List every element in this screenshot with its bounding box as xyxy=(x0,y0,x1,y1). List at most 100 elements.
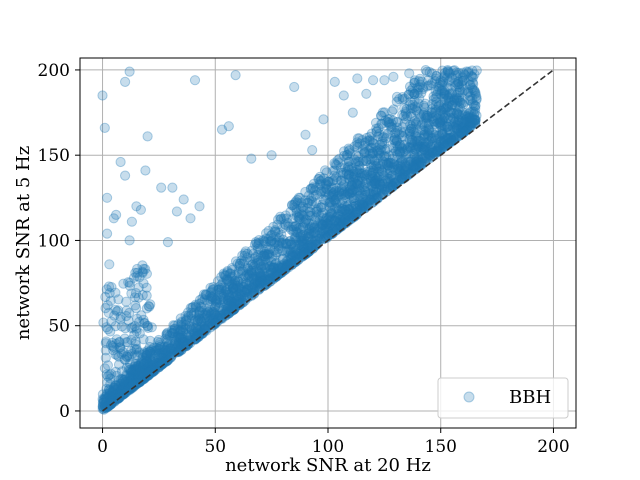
data-point xyxy=(386,121,397,132)
data-point xyxy=(356,202,367,213)
data-point xyxy=(318,173,329,184)
data-point xyxy=(112,350,123,361)
data-point xyxy=(409,161,420,172)
data-point xyxy=(442,102,454,113)
data-point xyxy=(428,91,439,102)
data-point xyxy=(452,97,463,108)
data-point xyxy=(449,65,460,76)
data-point xyxy=(97,90,108,101)
data-point xyxy=(189,75,201,86)
data-point xyxy=(195,323,206,334)
data-point xyxy=(439,87,450,99)
data-point xyxy=(429,107,441,118)
data-point xyxy=(279,258,290,269)
data-point xyxy=(130,368,141,379)
data-point xyxy=(470,100,481,111)
data-point xyxy=(234,258,246,269)
data-point xyxy=(286,252,297,263)
data-point xyxy=(266,229,278,240)
data-point xyxy=(469,118,480,129)
data-point xyxy=(241,284,252,295)
data-point xyxy=(222,295,234,306)
x-tick-label: 50 xyxy=(204,437,226,457)
data-point xyxy=(211,293,223,304)
data-point xyxy=(233,294,244,305)
data-point xyxy=(304,223,315,234)
data-point xyxy=(428,147,439,158)
data-point xyxy=(317,220,328,231)
data-point xyxy=(368,148,379,159)
y-tick-label: 50 xyxy=(48,317,70,337)
data-point xyxy=(117,385,128,396)
data-point xyxy=(265,230,277,241)
data-point xyxy=(379,75,390,86)
data-point xyxy=(420,98,431,109)
data-point xyxy=(297,231,308,242)
data-point xyxy=(423,75,434,86)
data-point xyxy=(219,283,230,294)
data-point xyxy=(156,359,167,370)
data-point xyxy=(374,179,385,190)
data-point xyxy=(326,208,337,219)
data-point xyxy=(234,300,245,311)
data-point xyxy=(457,87,468,98)
data-point xyxy=(427,111,438,122)
data-point xyxy=(214,297,225,308)
data-point xyxy=(334,206,345,217)
data-point xyxy=(255,276,266,287)
data-point xyxy=(107,386,118,397)
data-point xyxy=(381,116,393,127)
data-point xyxy=(356,172,367,183)
data-point xyxy=(241,285,252,296)
data-point xyxy=(150,346,161,358)
data-point xyxy=(303,228,315,239)
data-point xyxy=(397,169,408,180)
data-point xyxy=(410,133,421,144)
data-point xyxy=(242,262,253,274)
data-point xyxy=(126,216,137,227)
data-point xyxy=(404,68,415,79)
data-point xyxy=(131,323,142,334)
data-point xyxy=(175,325,186,336)
data-point xyxy=(184,334,195,345)
data-point xyxy=(189,334,200,345)
data-point xyxy=(316,185,327,197)
data-point xyxy=(217,277,228,289)
data-point xyxy=(250,277,261,289)
data-point xyxy=(425,150,436,161)
data-point xyxy=(260,275,271,286)
data-point xyxy=(348,171,360,182)
data-point xyxy=(359,146,370,157)
data-point xyxy=(187,301,199,313)
data-point xyxy=(143,359,154,370)
data-point xyxy=(194,306,205,317)
data-point xyxy=(271,257,282,268)
data-point xyxy=(154,337,166,348)
data-point xyxy=(390,177,402,188)
data-point xyxy=(173,346,184,357)
data-point xyxy=(421,141,432,152)
data-point xyxy=(382,173,393,184)
data-point xyxy=(140,348,151,360)
data-point xyxy=(318,194,329,205)
data-point xyxy=(371,160,382,172)
data-point xyxy=(233,293,244,304)
data-point xyxy=(387,180,398,191)
data-point xyxy=(405,143,416,154)
data-point xyxy=(298,246,309,257)
data-point xyxy=(374,128,385,139)
data-point xyxy=(162,347,173,358)
data-point xyxy=(104,259,115,270)
data-point xyxy=(353,175,364,187)
data-point xyxy=(243,263,254,274)
data-point xyxy=(224,275,235,286)
data-point xyxy=(114,386,125,397)
data-point xyxy=(175,326,186,337)
data-point xyxy=(386,118,397,129)
data-point xyxy=(342,187,353,198)
data-point xyxy=(108,387,119,398)
data-point xyxy=(430,129,441,140)
data-point xyxy=(391,96,402,107)
data-point xyxy=(399,117,410,129)
